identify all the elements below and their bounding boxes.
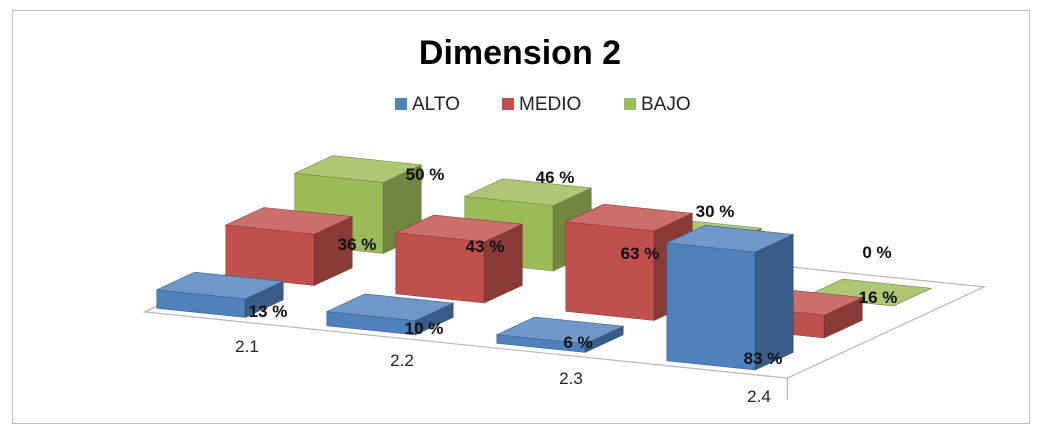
category-label-2.3: 2.3 xyxy=(559,369,583,388)
data-label-medio-2.3: 63 % xyxy=(621,244,660,263)
category-label-2.2: 2.2 xyxy=(390,351,414,370)
data-label-bajo-2.2: 46 % xyxy=(536,168,575,187)
bars: 13 % 10 % 6 % 83 % 36 % 43 % 63 % 16 % 50 % 46 % 3… xyxy=(155,155,933,371)
chart-title: Dimension 2 xyxy=(419,34,621,72)
data-label-bajo-2.1: 50 % xyxy=(406,165,445,184)
data-label-medio-2.2: 43 % xyxy=(466,237,505,256)
bar-medio-2.1 xyxy=(224,207,354,286)
bar-bajo-2.1 xyxy=(293,155,423,254)
legend-label-medio: MEDIO xyxy=(519,94,581,115)
legend: ALTO MEDIO BAJO xyxy=(395,94,691,115)
data-label-alto-2.3: 6 % xyxy=(563,333,592,352)
legend-label-alto: ALTO xyxy=(412,94,460,115)
data-label-medio-2.4: 16 % xyxy=(859,288,898,307)
legend-swatch-bajo xyxy=(624,98,636,110)
legend-swatch-alto xyxy=(395,98,407,110)
bar-alto-2.1 xyxy=(155,271,285,318)
data-label-medio-2.1: 36 % xyxy=(338,235,377,254)
data-label-alto-2.2: 10 % xyxy=(405,319,444,338)
data-label-alto-2.4: 83 % xyxy=(744,349,783,368)
legend-swatch-medio xyxy=(502,98,514,110)
bar-medio-2.2 xyxy=(394,214,524,304)
data-label-alto-2.1: 13 % xyxy=(249,302,288,321)
category-label-2.1: 2.1 xyxy=(235,337,259,356)
bar-alto-2.2 xyxy=(325,293,455,336)
category-label-2.4: 2.4 xyxy=(747,387,771,406)
legend-label-bajo: BAJO xyxy=(641,94,691,115)
bar-alto-2.3 xyxy=(495,316,625,353)
data-label-bajo-2.4: 0 % xyxy=(862,243,891,262)
bar-alto-2.4 xyxy=(665,224,795,371)
data-label-bajo-2.3: 30 % xyxy=(696,202,735,221)
category-labels: 2.1 2.2 2.3 2.4 xyxy=(235,337,771,406)
